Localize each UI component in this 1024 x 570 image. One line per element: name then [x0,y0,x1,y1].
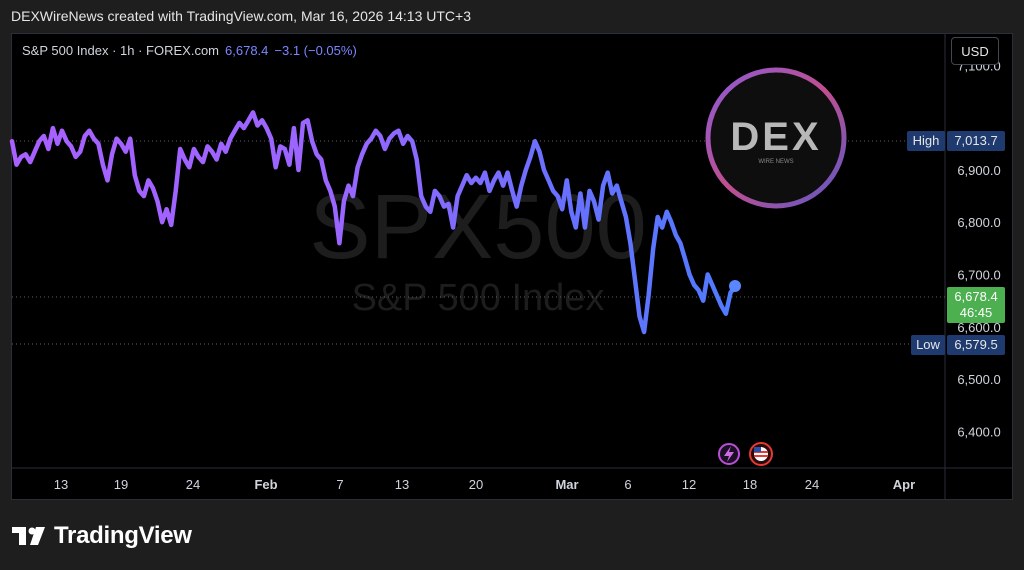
tradingview-wordmark: TradingView [54,522,192,549]
header-credit: DEXWireNews created with TradingView.com… [11,8,472,24]
chart-area[interactable] [11,33,1013,500]
tradingview-logo-icon [12,527,45,545]
legend-change: −3.1 (−0.05%) [274,43,357,58]
tradingview-logo[interactable]: TradingView [12,522,192,550]
currency-button[interactable]: USD [951,37,999,65]
legend-symbol: S&P 500 Index · 1h · FOREX.com [22,43,220,58]
chart-legend: S&P 500 Index · 1h · FOREX.com 6,678.4 −3.… [22,43,357,58]
legend-last-price: 6,678.4 [225,43,269,58]
